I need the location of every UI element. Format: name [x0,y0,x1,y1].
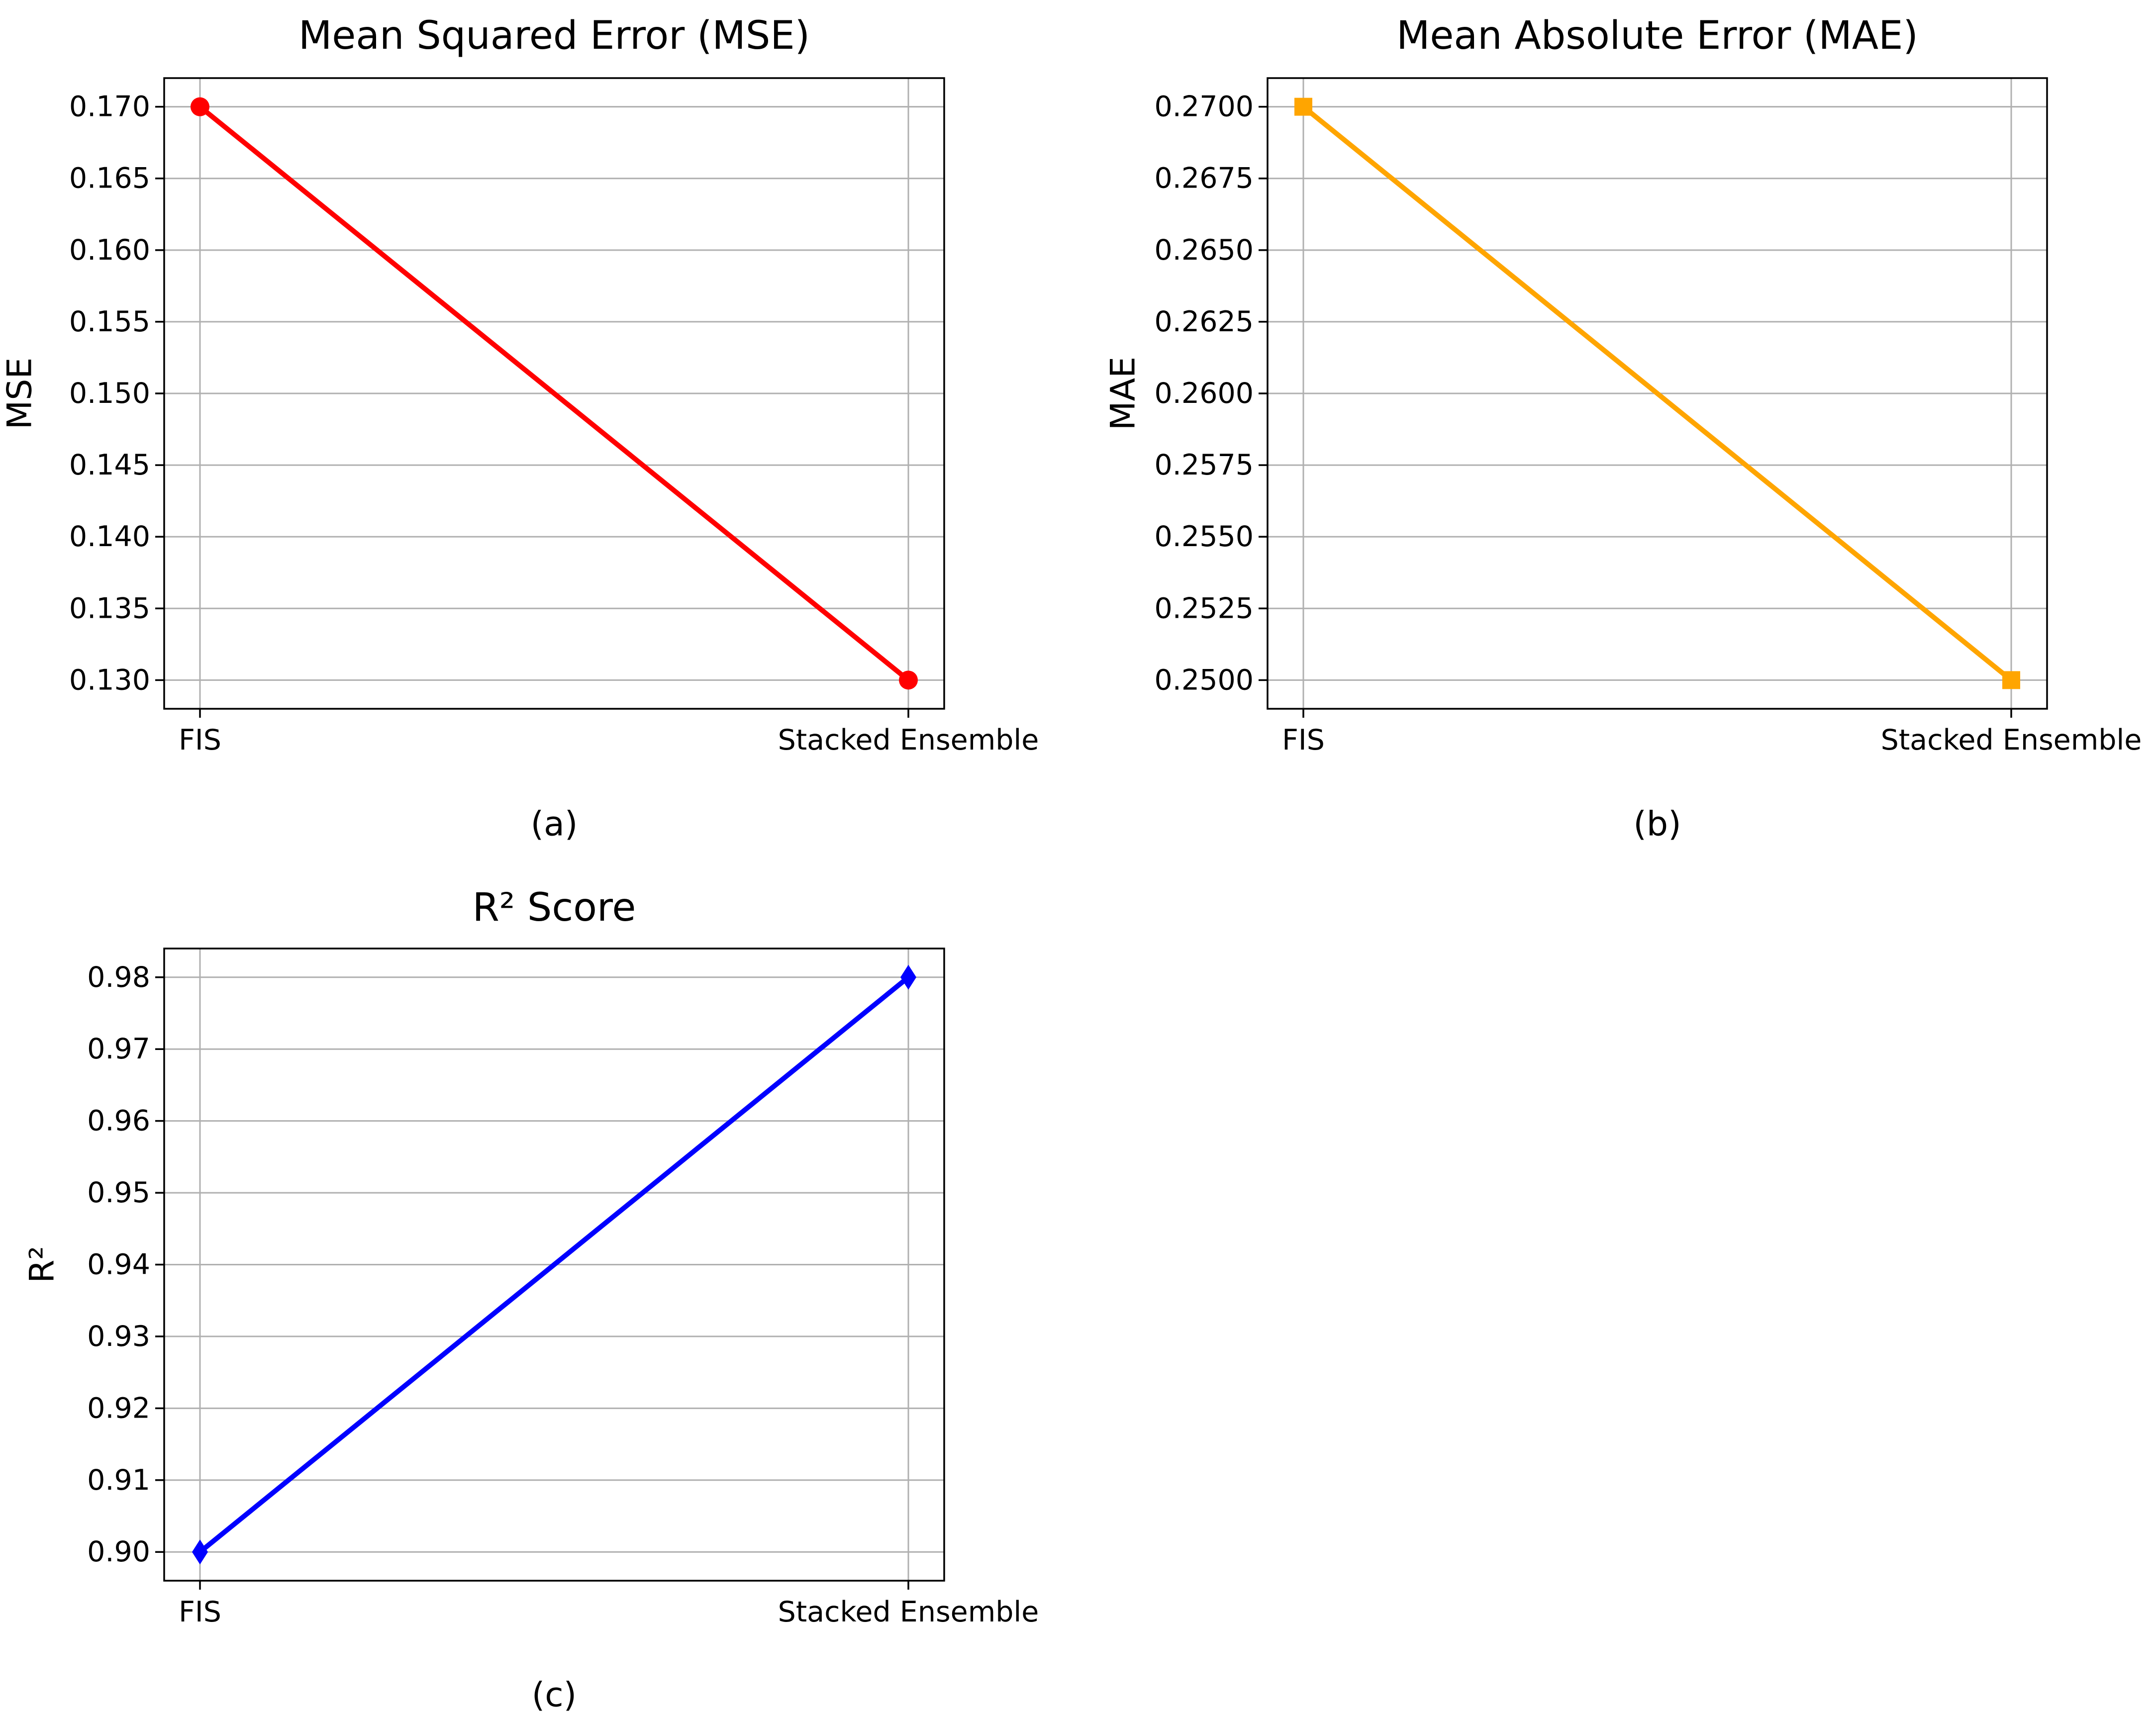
panel-c-ytick-label-3: 0.93 [87,1320,150,1353]
panel-c-plot-frame [163,948,945,1582]
panel-b-ytick-label-0: 0.2500 [1155,664,1254,696]
panel-a-series-line [198,104,910,682]
panel-c-ytick-label-5: 0.95 [87,1176,150,1209]
panel-a-plot-frame [163,77,945,710]
panel-b-series-line [1301,104,2013,682]
panel-b-ytick-label-5: 0.2625 [1155,305,1254,338]
panel-a-ytick-label-6: 0.160 [69,234,150,267]
panel-c-xtick-label-1: Stacked Ensemble [778,1596,1039,1628]
panel-b-ytick-label-4: 0.2600 [1155,377,1254,410]
panel-a: 0.130 0.135 0.140 0.145 0.150 0.155 0.160 0.165… [0,13,1039,844]
panel-a-caption: (a) [531,805,578,844]
panel-b-title: Mean Absolute Error (MAE) [1396,13,1918,58]
panel-b-plot-frame [1267,77,2048,710]
panel-a-ytick-label-5: 0.155 [69,305,150,338]
panel-c-ytick-label-4: 0.94 [87,1248,150,1281]
panel-c-caption: (c) [532,1676,577,1714]
panel-a-ytick-label-2: 0.140 [69,520,150,553]
panel-a-ytick-label-0: 0.130 [69,664,150,696]
panel-b-ytick-label-7: 0.2675 [1155,162,1254,195]
panel-a-ytick-label-7: 0.165 [69,162,150,195]
panel-b-xtick-label-1: Stacked Ensemble [1881,724,2142,757]
panel-c-ylabel: R² [23,1246,62,1283]
panel-c-ytick-label-6: 0.96 [87,1105,150,1138]
panel-a-ytick-label-4: 0.150 [69,377,150,410]
panel-c-ytick-label-1: 0.91 [87,1464,150,1497]
panel-b-ylabel: MAE [1104,357,1143,430]
panel-c-point-1 [900,964,916,990]
panel-b-ytick-label-6: 0.2650 [1155,234,1254,267]
panel-b-ytick-label-3: 0.2575 [1155,449,1254,481]
panel-b-point-0 [1294,97,1312,116]
panel-a-xtick-label-1: Stacked Ensemble [778,724,1039,757]
panel-a-ytick-label-8: 0.170 [69,91,150,123]
panel-a-ytick-label-1: 0.135 [69,592,150,625]
panel-c: 0.90 0.91 0.92 0.93 0.94 0.95 0.96 0.97 0.98 FIS S… [23,885,1039,1714]
panel-a-point-0 [191,97,209,116]
panel-a-ytick-label-3: 0.145 [69,449,150,481]
panel-c-ytick-label-8: 0.98 [87,961,150,994]
panel-c-series-line [198,975,910,1554]
panel-b-ytick-label-2: 0.2550 [1155,520,1254,553]
panel-b: 0.2500 0.2525 0.2550 0.2575 0.2600 0.2625 0.26… [1104,13,2142,844]
panel-a-point-1 [899,670,918,690]
panel-b-ytick-label-1: 0.2525 [1155,592,1254,625]
panel-b-caption: (b) [1633,805,1681,844]
panel-a-xtick-label-0: FIS [179,724,221,757]
panel-c-ytick-label-0: 0.90 [87,1535,150,1568]
panel-c-xtick-label-0: FIS [179,1596,221,1628]
panel-c-ytick-label-2: 0.92 [87,1392,150,1425]
panel-c-ytick-label-7: 0.97 [87,1033,150,1065]
panel-a-title: Mean Squared Error (MSE) [298,13,810,58]
panel-b-xtick-label-0: FIS [1282,724,1325,757]
panel-c-title: R² Score [473,885,636,930]
panel-b-ytick-label-8: 0.2700 [1155,91,1254,123]
panel-c-point-0 [192,1539,208,1565]
panel-b-point-1 [2002,671,2020,689]
panel-a-ylabel: MSE [0,358,40,430]
